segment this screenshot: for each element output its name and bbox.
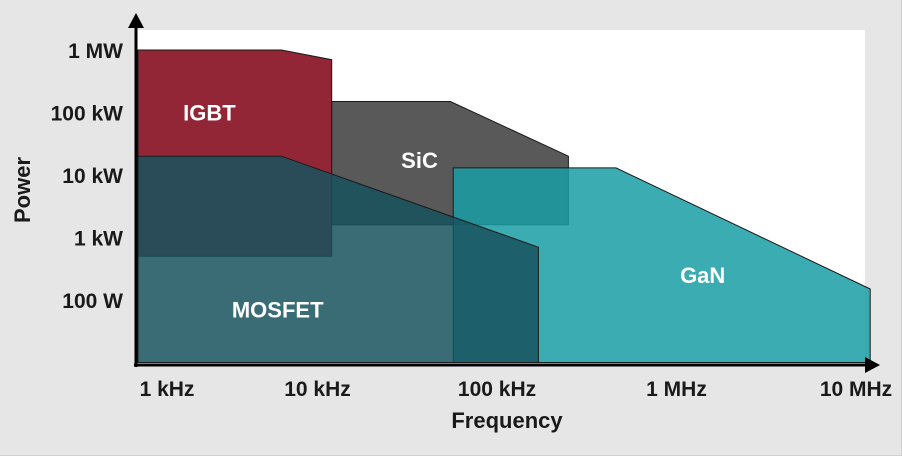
- y-tick-100-w: 100 W: [62, 290, 123, 313]
- x-tick-labels: 1 kHz 10 kHz 100 kHz 1 MHz 10 MHz: [140, 378, 893, 401]
- axes: [128, 13, 880, 373]
- x-tick-1-khz: 1 kHz: [140, 378, 195, 401]
- y-tick-1-mw: 1 MW: [68, 40, 123, 63]
- region-label-sic: SiC: [401, 148, 438, 173]
- region-label-igbt: IGBT: [183, 101, 236, 126]
- region-label-mosfet: MOSFET: [232, 298, 324, 323]
- x-axis-arrow-icon: [865, 357, 880, 373]
- y-tick-100-kw: 100 kW: [51, 103, 124, 126]
- y-tick-labels: 100 W 1 kW 10 kW 100 kW 1 MW: [51, 40, 124, 313]
- y-axis-title: Power: [10, 157, 35, 223]
- y-tick-10-kw: 10 kW: [62, 165, 123, 188]
- x-tick-1-mhz: 1 MHz: [646, 378, 707, 401]
- series-regions: [137, 49, 871, 363]
- x-tick-10-khz: 10 kHz: [284, 378, 351, 401]
- y-axis-arrow-icon: [128, 13, 144, 28]
- region-mosfet: [137, 155, 539, 363]
- y-tick-1-kw: 1 kW: [74, 228, 123, 251]
- series-labels: IGBT SiC GaN MOSFET: [183, 101, 725, 323]
- x-tick-100-khz: 100 kHz: [458, 378, 536, 401]
- region-label-gan: GaN: [680, 263, 725, 288]
- x-tick-10-mhz: 10 MHz: [820, 378, 892, 401]
- x-axis-title: Frequency: [451, 408, 563, 433]
